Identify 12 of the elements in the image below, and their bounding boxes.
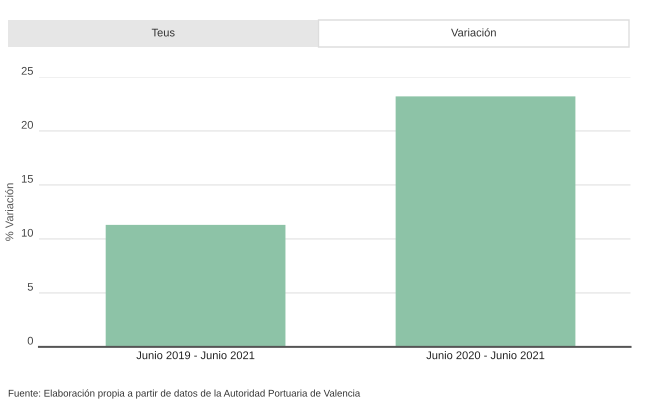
y-tick-label: 20 bbox=[22, 120, 34, 129]
y-tick-label: 10 bbox=[22, 228, 34, 237]
text: Variación bbox=[451, 28, 496, 36]
y-tick-label: 5 bbox=[28, 282, 33, 291]
y-tick-label: 25 bbox=[22, 66, 33, 75]
y-axis-title: % Variación bbox=[5, 183, 14, 241]
text: Teus bbox=[152, 28, 175, 36]
y-tick-label: 15 bbox=[22, 174, 33, 183]
x-tick-label: Junio 2020 - Junio 2021 bbox=[426, 351, 544, 360]
x-tick-label: Junio 2019 - Junio 2021 bbox=[136, 351, 254, 360]
source-note: Fuente: Elaboración propia a partir de datos de la Autoridad Portuaria de Valencia bbox=[8, 389, 360, 399]
y-tick-label: 0 bbox=[28, 336, 34, 345]
